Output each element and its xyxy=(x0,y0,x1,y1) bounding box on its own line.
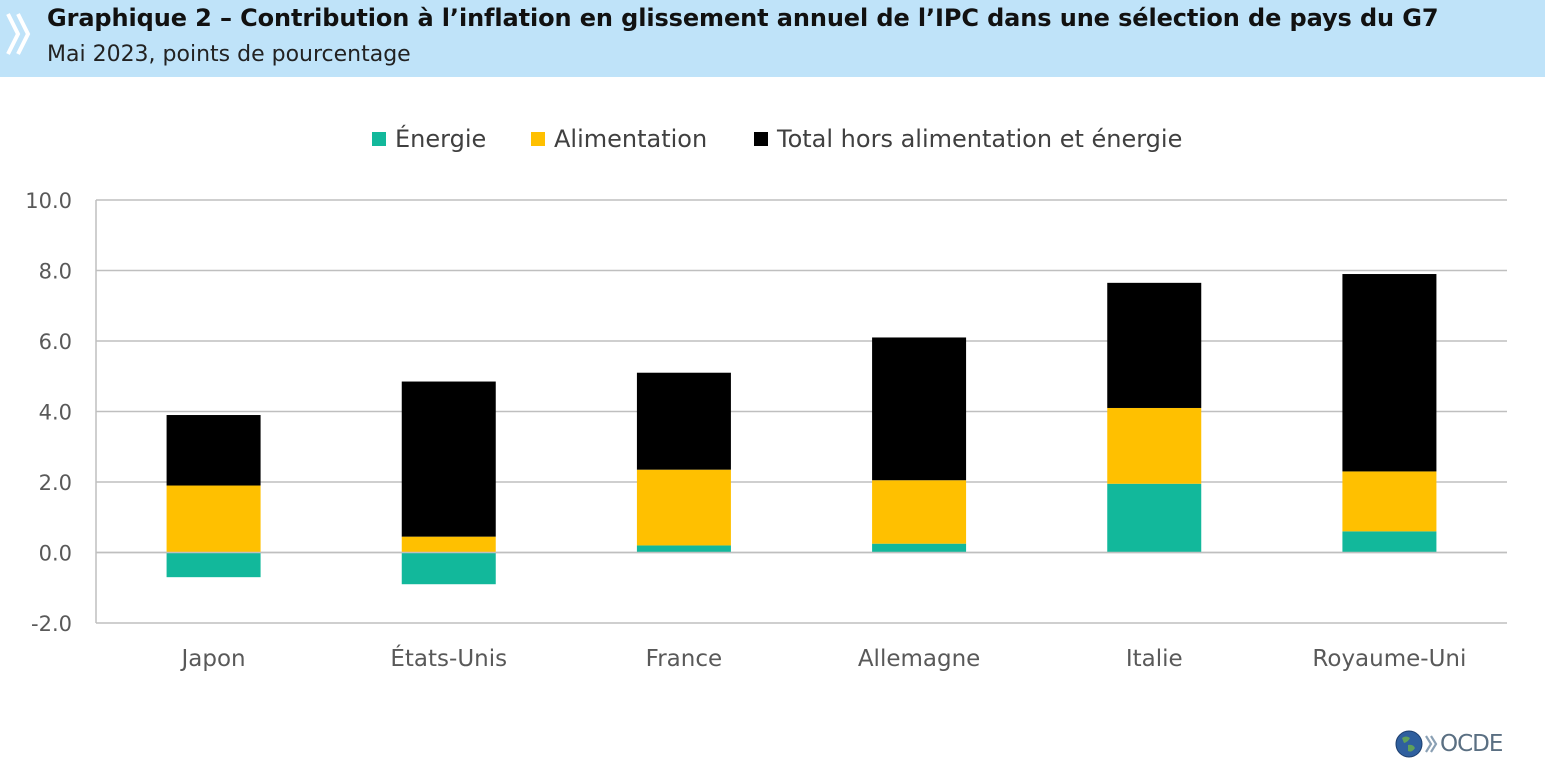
globe-icon xyxy=(1395,730,1423,758)
y-tick-label: 10.0 xyxy=(25,189,72,213)
x-tick-label: France xyxy=(646,646,722,672)
bar-segment-food xyxy=(636,469,731,546)
bar-segment-energy xyxy=(166,552,261,578)
chart-subtitle: Mai 2023, points de pourcentage xyxy=(47,42,411,67)
chart-header: Graphique 2 – Contribution à l’inflation… xyxy=(0,0,1545,77)
chart-legend: Énergie Alimentation Total hors alimenta… xyxy=(0,125,1545,157)
bar-segment-core xyxy=(1107,282,1202,408)
y-tick-label: -2.0 xyxy=(31,612,72,636)
legend-label-core: Total hors alimentation et énergie xyxy=(777,125,1183,153)
x-tick-label: Allemagne xyxy=(858,646,981,672)
bar-segment-energy xyxy=(636,545,731,553)
bar-segment-energy xyxy=(1342,531,1437,553)
legend-item-food: Alimentation xyxy=(531,125,707,153)
bar-segment-food xyxy=(872,480,967,544)
y-tick-label: 4.0 xyxy=(39,401,72,425)
chevron-icon xyxy=(1425,735,1438,753)
bar-segment-core xyxy=(166,415,261,486)
x-tick-label: Royaume-Uni xyxy=(1312,646,1466,672)
legend-item-energy: Énergie xyxy=(372,125,486,153)
x-tick-label: États-Unis xyxy=(390,644,507,672)
chart-title: Graphique 2 – Contribution à l’inflation… xyxy=(47,4,1439,32)
y-tick-label: 0.0 xyxy=(39,542,72,566)
legend-label-energy: Énergie xyxy=(395,125,487,153)
legend-label-food: Alimentation xyxy=(554,125,708,153)
x-tick-label: Italie xyxy=(1126,646,1183,672)
legend-swatch-energy xyxy=(372,132,386,146)
x-tick-label: Japon xyxy=(180,646,246,672)
oecd-chevron-icon xyxy=(6,13,31,55)
bar-segment-food xyxy=(1342,471,1437,532)
bar-segment-core xyxy=(636,372,731,470)
bar-segment-core xyxy=(401,381,496,537)
bar-segment-energy xyxy=(872,543,967,553)
bar-segment-core xyxy=(872,337,967,481)
legend-item-core: Total hors alimentation et énergie xyxy=(754,125,1182,153)
bar-segment-food xyxy=(401,536,496,553)
legend-swatch-food xyxy=(531,132,545,146)
bar-segment-core xyxy=(1342,274,1437,472)
legend-swatch-core xyxy=(754,132,768,146)
y-tick-label: 8.0 xyxy=(39,260,72,284)
bar-segment-food xyxy=(1107,407,1202,484)
y-tick-label: 2.0 xyxy=(39,471,72,495)
bar-segment-energy xyxy=(1107,483,1202,553)
logo-text: OCDE xyxy=(1440,731,1503,757)
oecd-logo: OCDE xyxy=(1394,727,1503,761)
bar-segment-food xyxy=(166,485,261,553)
y-tick-label: 6.0 xyxy=(39,330,72,354)
bar-segment-energy xyxy=(401,552,496,585)
